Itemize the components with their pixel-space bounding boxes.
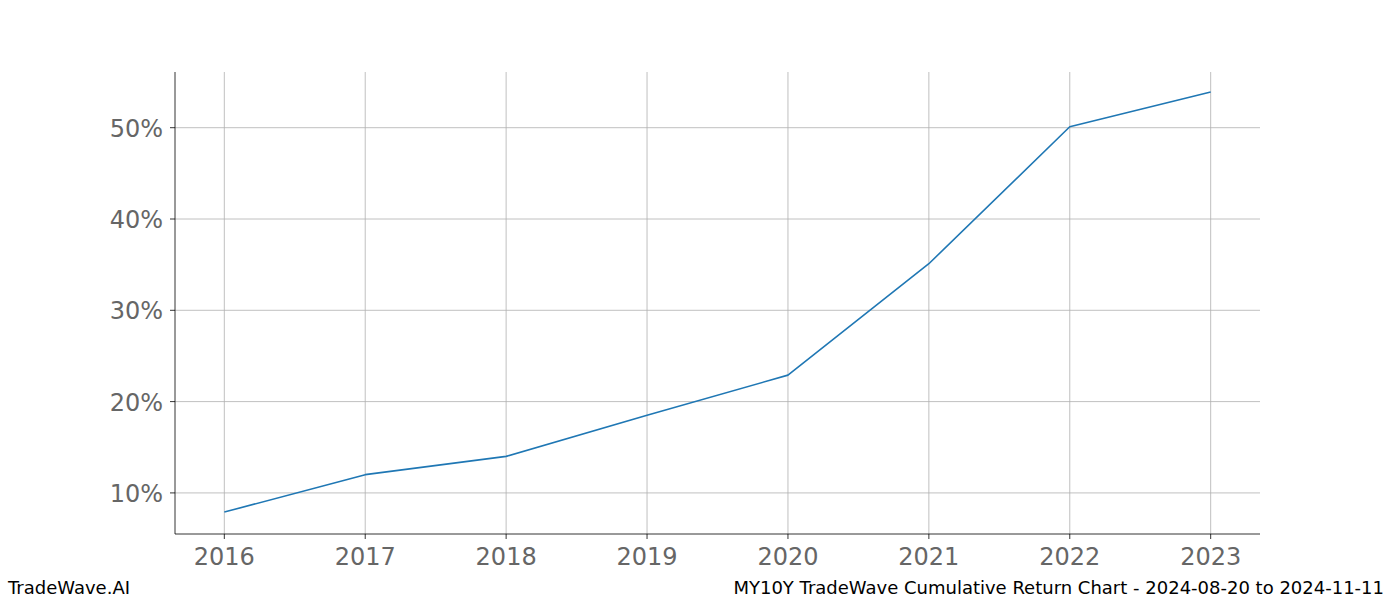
x-grid-line [787,72,788,534]
y-axis-line [175,72,176,534]
y-grid-line [175,401,1260,402]
x-tick-label: 2017 [335,543,396,571]
x-grid-line [647,72,648,534]
source-label: TradeWave.AI [7,577,130,598]
y-grid-line [175,127,1260,128]
x-tick [1210,534,1211,539]
y-grid-line [175,310,1260,311]
y-tick-label: 20% [110,389,163,417]
x-tick [224,534,225,539]
x-grid-line [928,72,929,534]
y-tick [170,310,175,311]
x-grid-line [224,72,225,534]
y-tick [170,492,175,493]
x-axis-line [175,534,1260,535]
x-tick-label: 2019 [617,543,678,571]
chart-title: MY10Y TradeWave Cumulative Return Chart … [733,577,1384,598]
y-tick [170,127,175,128]
y-tick-label: 10% [110,480,163,508]
line-series [224,92,1210,512]
x-tick [787,534,788,539]
chart-svg: 2016 2017 2018 2019 2020 2021 2022 2023 10% 20% 30… [0,0,1400,600]
x-grid-line [506,72,507,534]
y-tick [170,219,175,220]
x-tick [506,534,507,539]
x-tick-label: 2022 [1039,543,1100,571]
y-tick [170,401,175,402]
x-tick-label: 2023 [1180,543,1241,571]
x-tick-label: 2016 [194,543,255,571]
axes: 2016 2017 2018 2019 2020 2021 2022 2023 10% 20% 30… [110,72,1260,571]
x-tick [928,534,929,539]
x-grid-line [1210,72,1211,534]
y-tick-label: 50% [110,115,163,143]
x-tick [647,534,648,539]
x-tick [1069,534,1070,539]
y-tick-label: 40% [110,206,163,234]
y-grid-line [175,492,1260,493]
x-tick-label: 2021 [898,543,959,571]
x-grid-line [365,72,366,534]
y-grid-line [175,219,1260,220]
x-tick-label: 2018 [476,543,537,571]
y-tick-label: 30% [110,297,163,325]
grid [175,72,1260,534]
x-tick-label: 2020 [757,543,818,571]
x-grid-line [1069,72,1070,534]
chart-container: 2016 2017 2018 2019 2020 2021 2022 2023 10% 20% 30… [0,0,1400,600]
x-tick [365,534,366,539]
plot-data [224,92,1210,512]
